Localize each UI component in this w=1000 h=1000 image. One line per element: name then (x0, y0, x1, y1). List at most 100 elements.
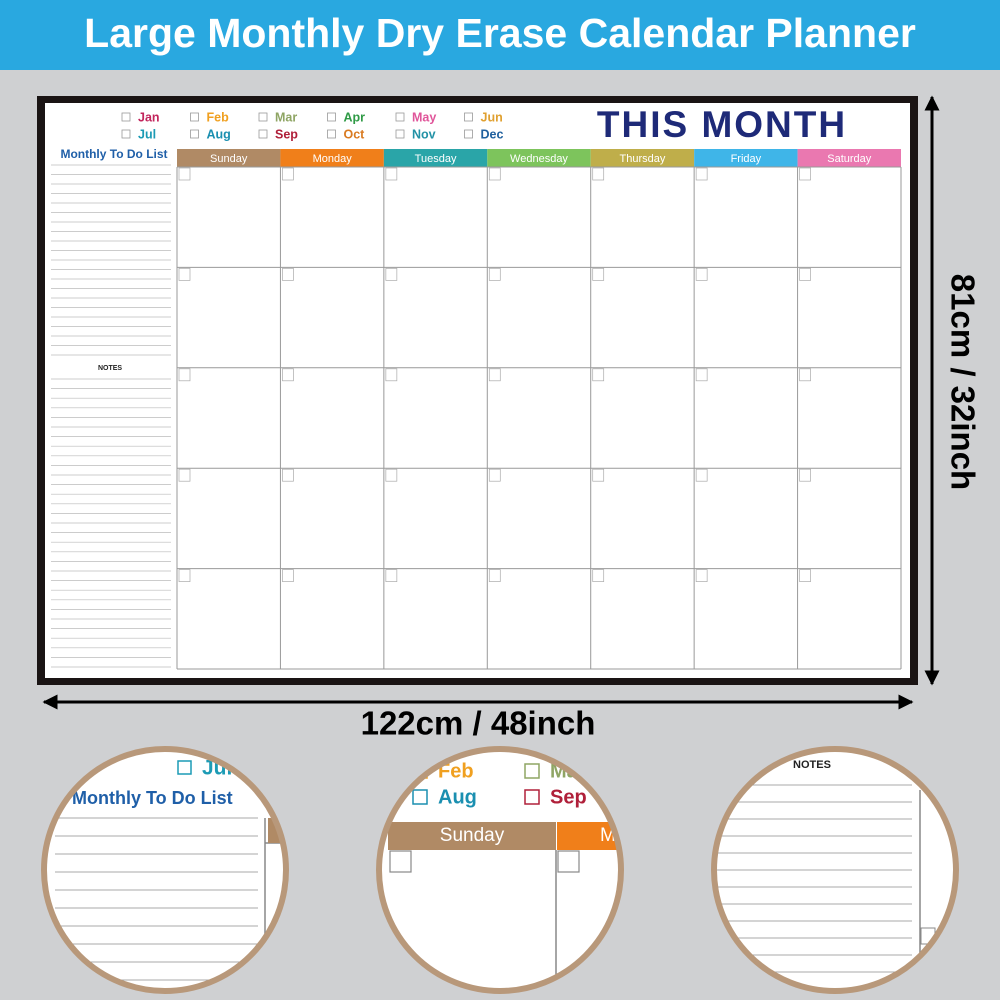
checkbox (282, 167, 294, 181)
month-checkbox (524, 789, 540, 805)
month-checkbox (412, 789, 428, 805)
checkbox (488, 368, 501, 382)
month-label: Jan (138, 110, 160, 124)
checkbox (282, 569, 294, 582)
month-label: Aug (207, 127, 231, 141)
day-label: Tuesday (415, 153, 457, 165)
checkbox (592, 468, 605, 482)
zoom-border (376, 746, 624, 994)
month-label: Aug (438, 786, 477, 808)
checkbox (592, 368, 605, 382)
checkbox (695, 268, 708, 281)
width-label: 122cm / 48inch (361, 705, 596, 742)
checkbox (178, 569, 191, 582)
month-checkbox (327, 112, 336, 122)
month-checkbox (258, 112, 268, 122)
banner-title: Large Monthly Dry Erase Calendar Planner (84, 10, 916, 56)
zoom-notes: NOTES (716, 751, 954, 989)
notes-title: NOTES (793, 759, 831, 771)
month-checkbox (190, 112, 199, 122)
day-label: Monday (313, 153, 353, 165)
checkbox (557, 850, 580, 873)
checkbox (389, 850, 412, 873)
zoom-border (711, 746, 959, 994)
checkbox (282, 368, 294, 382)
checkbox (385, 268, 398, 281)
checkbox (385, 468, 398, 482)
day-header (177, 149, 281, 167)
zoom-bg (46, 751, 284, 989)
checkbox (488, 268, 501, 281)
checkbox (178, 368, 191, 382)
checkbox (592, 268, 605, 281)
checkbox (695, 368, 708, 382)
month-label: Sep (275, 127, 298, 141)
month-checkbox (464, 129, 473, 139)
checkbox (592, 167, 605, 181)
month-checkbox (258, 129, 268, 139)
day-header (694, 149, 798, 167)
month-checkbox (177, 760, 192, 775)
checkbox (488, 569, 501, 582)
checkbox (282, 268, 294, 281)
checkbox (799, 167, 811, 181)
month-label: Jul (138, 127, 156, 141)
month-checkbox (190, 129, 199, 139)
checkbox (695, 569, 708, 582)
checkbox (799, 368, 811, 382)
checkbox (282, 468, 294, 482)
checkbox (488, 468, 501, 482)
day-header (487, 149, 591, 167)
height-label: 81cm / 32inch (944, 274, 981, 490)
notes-title: NOTES (98, 365, 122, 372)
month-label: Feb (438, 760, 474, 782)
checkbox (385, 569, 398, 582)
checkbox (178, 167, 191, 181)
todo-title: Monthly To Do List (60, 147, 167, 161)
checkbox (178, 268, 191, 281)
month-label: Jun (481, 110, 503, 124)
day-label: Thursday (619, 153, 665, 165)
day-header (797, 149, 901, 167)
checkbox (178, 468, 191, 482)
month-label: Feb (207, 110, 230, 124)
day-header (280, 149, 384, 167)
day-label: Wednesday (510, 153, 568, 165)
month-checkbox (464, 112, 473, 122)
month-checkbox (121, 129, 131, 139)
day-label: Saturday (827, 153, 872, 165)
checkbox (385, 368, 398, 382)
month-label: Apr (344, 110, 366, 124)
checkbox (385, 167, 398, 181)
month-label: Nov (412, 127, 436, 141)
todo-title: Monthly To Do List (72, 788, 233, 808)
day-header (388, 822, 556, 850)
day-label: Sunday (440, 825, 505, 846)
month-checkbox (395, 112, 405, 122)
zoom-header: FebMarAugSepSundayMonday (381, 751, 619, 989)
day-header (383, 149, 488, 167)
checkbox (592, 569, 605, 582)
month-checkbox (121, 112, 131, 122)
day-label: Friday (731, 153, 762, 165)
day-label: Sunday (210, 153, 248, 165)
checkbox (488, 167, 501, 181)
zoom-border (41, 746, 289, 994)
banner (0, 0, 1000, 70)
checkbox (695, 468, 708, 482)
month-checkbox (327, 129, 336, 139)
month-label: Sep (550, 786, 587, 808)
month-checkbox (395, 129, 405, 139)
board (45, 103, 910, 678)
day-header (590, 149, 695, 167)
checkbox (799, 468, 811, 482)
month-label: Oct (344, 127, 366, 141)
checkbox (695, 167, 708, 181)
month-checkbox (524, 763, 540, 779)
day-header (557, 822, 619, 850)
month-label: Mar (275, 110, 297, 124)
checkbox (799, 569, 811, 582)
